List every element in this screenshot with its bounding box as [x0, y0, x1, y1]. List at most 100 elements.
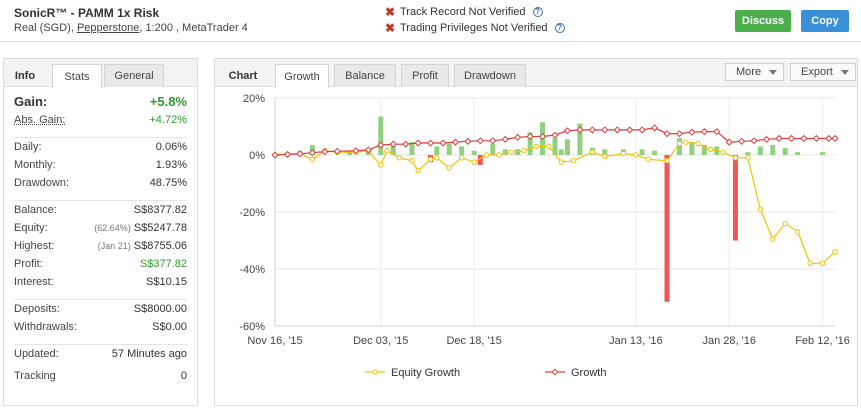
growth-point	[476, 137, 484, 145]
profit-bar	[409, 142, 415, 155]
copy-button[interactable]: Copy	[801, 10, 849, 32]
question-icon[interactable]: ?	[532, 7, 543, 17]
tab-general[interactable]: General	[104, 64, 164, 87]
more-label: More	[736, 66, 762, 78]
divider	[14, 137, 187, 138]
withdrawals-row: Withdrawals: S$0.00	[14, 321, 187, 339]
info-tabs: Info Stats General	[4, 59, 197, 88]
y-tick-label: -40%	[239, 264, 265, 276]
tab-drawdown[interactable]: Drawdown	[454, 64, 526, 87]
abs-gain-row: Abs. Gain: +4.72%	[14, 114, 187, 132]
question-icon[interactable]: ?	[554, 23, 565, 33]
balance-label: Balance:	[14, 204, 57, 216]
deposits-row: Deposits: S$8000.00	[14, 303, 187, 321]
growth-point	[663, 130, 671, 138]
equity-growth-point	[832, 249, 838, 255]
stats-list: Gain: +5.8% Abs. Gain: +4.72% Daily: 0.0…	[4, 94, 197, 392]
growth-point	[489, 137, 497, 145]
profit-bar	[378, 116, 384, 155]
export-label: Export	[801, 66, 833, 78]
x-tick-label: Jan 28, '16	[702, 335, 755, 347]
deposits-value: S$8000.00	[133, 303, 187, 315]
equity-growth-point	[745, 155, 751, 161]
growth-point	[763, 135, 771, 143]
balance-value: S$8377.82	[133, 204, 187, 216]
equity-growth-point	[770, 236, 776, 242]
growth-point	[725, 138, 733, 146]
equity-growth-point	[732, 155, 739, 161]
highest-row: Highest: (Jan 21) S$8755.06	[14, 240, 187, 258]
growth-point	[713, 128, 721, 136]
equity-growth-point	[521, 148, 527, 154]
withdrawals-label: Withdrawals:	[14, 321, 77, 333]
equity-growth-point	[757, 206, 764, 212]
x-tick-label: Jan 13, '16	[609, 335, 662, 347]
x-tick-label: Dec 18, '15	[446, 335, 501, 347]
profit-bar	[502, 149, 508, 155]
tab-profit[interactable]: Profit	[401, 64, 449, 87]
profit-bar	[757, 146, 763, 155]
growth-point	[439, 139, 447, 147]
growth-point	[750, 137, 758, 145]
account-leverage-platform: , 1:200 , MetaTrader 4	[139, 22, 248, 34]
cross-icon: ✖	[385, 21, 396, 35]
growth-point	[675, 130, 683, 138]
profit-bar	[820, 152, 826, 155]
growth-point	[775, 134, 783, 143]
y-tick-label: -20%	[239, 207, 265, 219]
equity-growth-point	[415, 167, 421, 174]
discuss-button[interactable]: Discuss	[735, 10, 791, 32]
chart-tabs: Chart Growth Balance Profit Drawdown Mor…	[215, 59, 857, 88]
growth-point	[831, 134, 839, 143]
export-dropdown[interactable]: Export	[790, 63, 856, 81]
growth-point	[588, 126, 596, 134]
equity-growth-point	[682, 139, 689, 145]
profit-bar	[490, 143, 496, 155]
tab-balance[interactable]: Balance	[334, 64, 396, 87]
monthly-value: 1.93%	[155, 159, 187, 171]
tab-stats[interactable]: Stats	[52, 64, 102, 88]
equity-growth-point	[633, 152, 639, 158]
equity-growth-point	[533, 143, 540, 150]
legend-equity-growth-marker	[372, 369, 378, 375]
equity-growth-point	[589, 149, 596, 155]
more-dropdown[interactable]: More	[725, 63, 785, 81]
profit-bar	[745, 152, 751, 155]
profit-bar	[477, 155, 483, 165]
tab-growth[interactable]: Growth	[275, 64, 329, 88]
profit-bar	[577, 123, 583, 155]
equity-percent: (62.64%)	[94, 223, 131, 233]
growth-point	[377, 141, 385, 149]
chevron-down-icon	[840, 69, 849, 75]
x-tick-label: Feb 12, '16	[795, 335, 850, 347]
broker-link[interactable]: Pepperstone	[76, 22, 140, 34]
profit-value: S$377.82	[139, 258, 187, 270]
gain-row: Gain: +5.8%	[14, 94, 187, 114]
profit-bar	[434, 146, 440, 155]
equity-growth-point	[695, 140, 701, 147]
equity-growth-point	[602, 153, 608, 160]
equity-growth-point	[446, 165, 452, 171]
highest-date: (Jan 21)	[97, 241, 131, 251]
equity-growth-point	[664, 158, 670, 164]
growth-point	[601, 126, 609, 134]
interest-row: Interest: S$10.15	[14, 276, 187, 294]
highest-label: Highest:	[14, 240, 55, 252]
highest-value: S$8755.06	[133, 240, 187, 252]
growth-point	[539, 132, 547, 141]
equity-growth-point	[807, 260, 813, 267]
equity-growth-point	[676, 140, 683, 147]
growth-point	[321, 148, 329, 156]
y-tick-label: -60%	[239, 321, 265, 333]
equity-growth-point	[378, 162, 384, 168]
divider	[14, 299, 187, 300]
growth-point	[283, 150, 291, 158]
legend-growth-marker	[551, 368, 559, 376]
profit-bar	[664, 155, 670, 302]
equity-row: Equity: (62.64%) S$5247.78	[14, 222, 187, 240]
profit-bar	[347, 150, 353, 155]
profit-bar	[701, 145, 707, 155]
profit-bar	[552, 137, 558, 155]
abs-gain-label[interactable]: Abs. Gain:	[14, 114, 66, 126]
equity-growth-line	[274, 141, 836, 264]
